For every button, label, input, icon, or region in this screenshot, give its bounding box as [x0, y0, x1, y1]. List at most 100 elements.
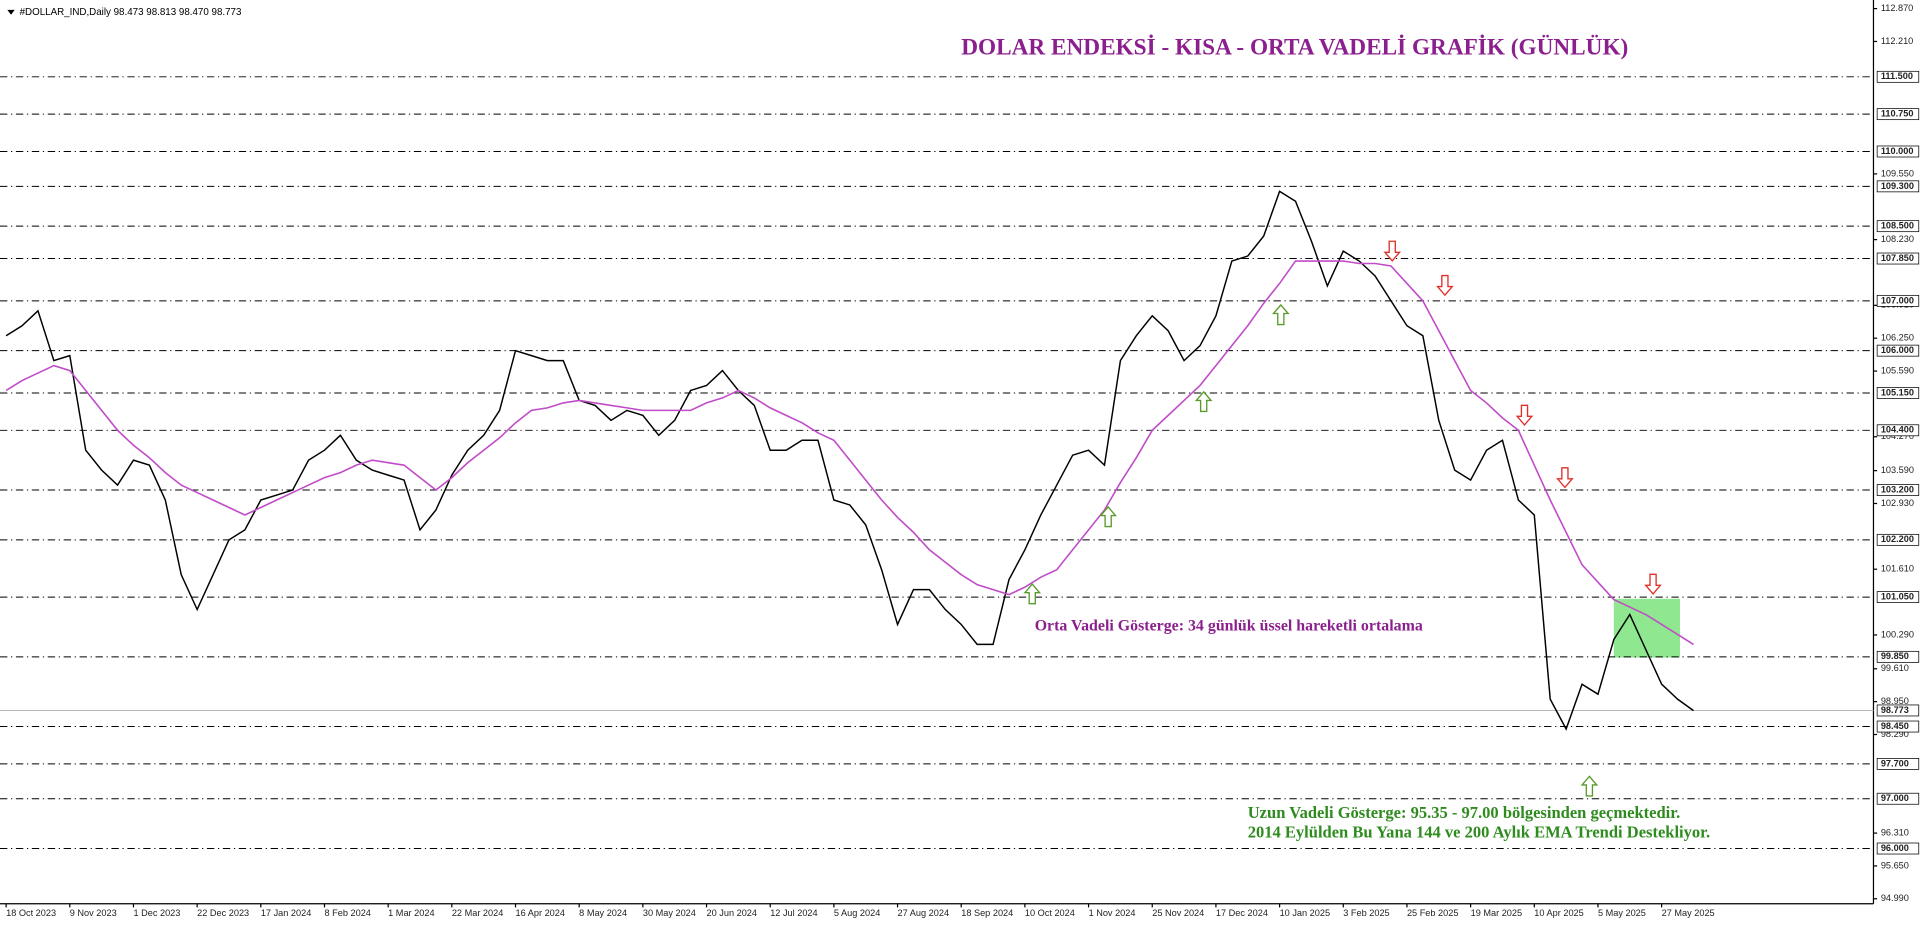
level-box	[1876, 70, 1920, 83]
level-label: 96.000	[1881, 843, 1909, 853]
level-label: 101.050	[1881, 592, 1914, 602]
price-line	[5, 190, 1694, 731]
y-tick-label: 95.650	[1881, 860, 1909, 870]
level-label: 109.300	[1881, 181, 1914, 191]
x-tick-label: 10 Apr 2025	[1534, 908, 1583, 918]
x-tick-label: 8 Feb 2024	[324, 908, 370, 918]
level-box	[1876, 720, 1920, 733]
x-tick-label: 20 Jun 2024	[707, 908, 757, 918]
y-tick-label: 106.250	[1881, 333, 1914, 343]
level-box	[1876, 484, 1920, 496]
level-box	[1876, 758, 1920, 770]
x-tick-label: 1 Dec 2023	[133, 908, 180, 918]
up-arrow	[1272, 303, 1290, 326]
down-arrow	[1436, 274, 1454, 297]
ema-line	[5, 260, 1694, 646]
level-label: 106.000	[1881, 345, 1914, 355]
x-tick-label: 17 Jan 2024	[261, 908, 312, 918]
level-label: 102.200	[1881, 534, 1914, 544]
x-tick-label: 18 Sep 2024	[961, 908, 1013, 918]
level-box	[1876, 145, 1920, 158]
up-arrow	[1099, 505, 1117, 528]
annotation: 2014 Eylülden Bu Yana 144 ve 200 Aylık E…	[1248, 823, 1710, 842]
x-tick-label: 5 May 2025	[1598, 908, 1646, 918]
up-arrow	[1580, 775, 1599, 797]
level-box	[1876, 108, 1920, 121]
level-label: 104.400	[1881, 425, 1914, 435]
level-box	[1876, 650, 1920, 663]
level-box	[1876, 792, 1920, 805]
y-tick-label: 101.610	[1881, 564, 1914, 574]
down-arrow	[1556, 467, 1574, 489]
annotation: Uzun Vadeli Gösterge: 95.35 - 97.00 bölg…	[1248, 803, 1680, 822]
level-box	[1876, 842, 1920, 855]
x-tick-label: 12 Jul 2024	[770, 908, 817, 918]
x-tick-label: 19 Mar 2025	[1471, 908, 1523, 918]
up-arrow	[1194, 390, 1213, 413]
y-tick-label: 112.210	[1881, 36, 1913, 46]
x-tick-label: 25 Nov 2024	[1152, 908, 1204, 918]
level-label: 97.700	[1881, 758, 1909, 768]
x-tick-label: 5 Aug 2024	[834, 908, 880, 918]
last-price-box	[1876, 704, 1920, 717]
y-tick-label: 99.610	[1881, 663, 1909, 673]
level-label: 99.850	[1881, 651, 1909, 661]
x-tick-label: 1 Nov 2024	[1089, 908, 1136, 918]
menu-arrow[interactable]	[7, 9, 15, 15]
level-box	[1876, 424, 1920, 437]
level-label: 107.850	[1881, 253, 1914, 263]
up-arrow	[1023, 583, 1042, 605]
x-tick-label: 8 May 2024	[579, 908, 627, 918]
level-box	[1876, 591, 1920, 603]
last-price-label: 98.773	[1881, 705, 1909, 715]
level-label: 105.150	[1881, 387, 1914, 397]
x-tick-label: 9 Nov 2023	[70, 908, 117, 918]
x-tick-label: 10 Oct 2024	[1025, 908, 1075, 918]
level-label: 108.500	[1881, 221, 1914, 231]
annotation: Orta Vadeli Gösterge: 34 günlük üssel ha…	[1035, 618, 1423, 635]
x-tick-label: 1 Mar 2024	[388, 908, 434, 918]
level-label: 110.000	[1881, 146, 1914, 156]
level-label: 97.000	[1881, 793, 1909, 803]
y-tick-label: 94.990	[1881, 893, 1909, 903]
y-tick-label: 102.930	[1881, 498, 1914, 508]
x-tick-label: 22 Mar 2024	[452, 908, 504, 918]
zone-box	[1613, 598, 1680, 658]
level-label: 110.750	[1881, 109, 1914, 119]
level-box	[1876, 533, 1920, 546]
down-arrow	[1383, 240, 1402, 262]
x-tick-label: 17 Dec 2024	[1216, 908, 1268, 918]
level-box	[1876, 252, 1920, 265]
level-box	[1876, 294, 1920, 307]
level-label: 107.000	[1881, 295, 1914, 305]
header: #DOLLAR_IND,Daily 98.473 98.813 98.470 9…	[20, 7, 242, 18]
level-box	[1876, 344, 1920, 357]
y-tick-label: 109.550	[1881, 168, 1914, 178]
y-tick-label: 104.270	[1881, 431, 1914, 441]
y-tick-label: 105.590	[1881, 365, 1914, 375]
level-box	[1876, 180, 1920, 193]
y-tick-label: 108.230	[1881, 234, 1914, 244]
level-label: 98.450	[1881, 721, 1909, 731]
chart-title: DOLAR ENDEKSİ - KISA - ORTA VADELİ GRAFİ…	[961, 34, 1628, 60]
x-tick-label: 22 Dec 2023	[197, 908, 249, 918]
down-arrow	[1515, 404, 1534, 426]
down-arrow	[1644, 573, 1662, 595]
x-tick-label: 3 Feb 2025	[1343, 908, 1389, 918]
x-tick-label: 16 Apr 2024	[516, 908, 565, 918]
x-tick-label: 30 May 2024	[643, 908, 696, 918]
level-label: 111.500	[1881, 71, 1913, 81]
x-tick-label: 25 Feb 2025	[1407, 908, 1459, 918]
y-tick-label: 112.870	[1881, 3, 1913, 13]
x-tick-label: 27 Aug 2024	[898, 908, 950, 918]
y-tick-label: 100.290	[1881, 629, 1914, 639]
y-tick-label: 96.310	[1881, 828, 1909, 838]
y-tick-label: 98.290	[1881, 729, 1909, 739]
x-tick-label: 18 Oct 2023	[6, 908, 56, 918]
level-box	[1876, 220, 1920, 233]
level-label: 103.200	[1881, 484, 1914, 494]
x-tick-label: 27 May 2025	[1662, 908, 1715, 918]
